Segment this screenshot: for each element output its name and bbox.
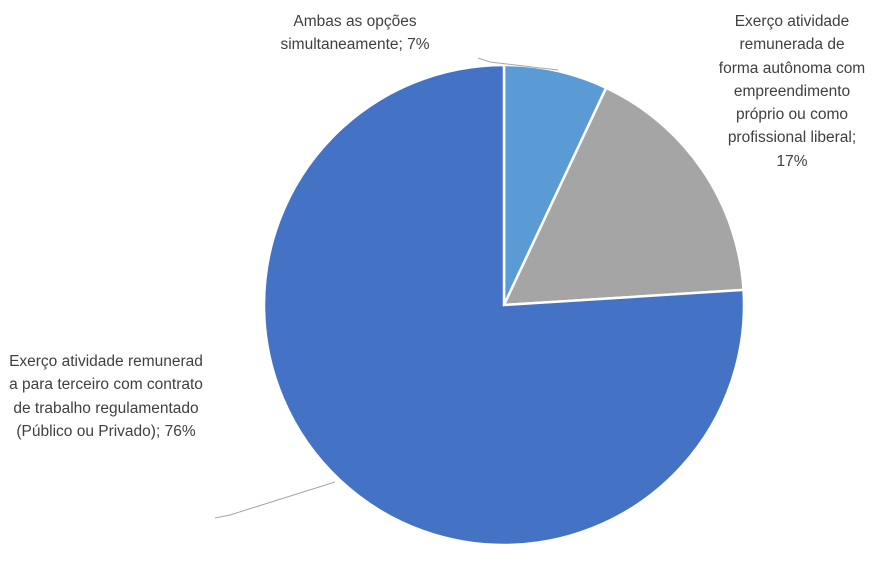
value-label: 17% — [776, 152, 808, 170]
leader-line — [214, 481, 336, 519]
category-label: Ambas as opções simultaneamente; — [280, 13, 417, 54]
pie-slice — [502, 63, 608, 306]
category-label: Exerço atividade remunerada para terceir… — [9, 353, 203, 440]
data-label: Exerço atividade remunerada de forma aut… — [718, 10, 866, 173]
value-label: 7% — [407, 36, 430, 54]
leader-line — [477, 57, 559, 71]
pie-slice — [262, 63, 746, 547]
category-label: Exerço atividade remunerada de forma aut… — [718, 13, 866, 147]
value-label: 76% — [164, 422, 196, 440]
data-label: Exerço atividade remunerada para terceir… — [8, 350, 204, 443]
data-label: Ambas as opções simultaneamente; 7% — [255, 10, 455, 57]
pie-slice — [501, 86, 745, 307]
